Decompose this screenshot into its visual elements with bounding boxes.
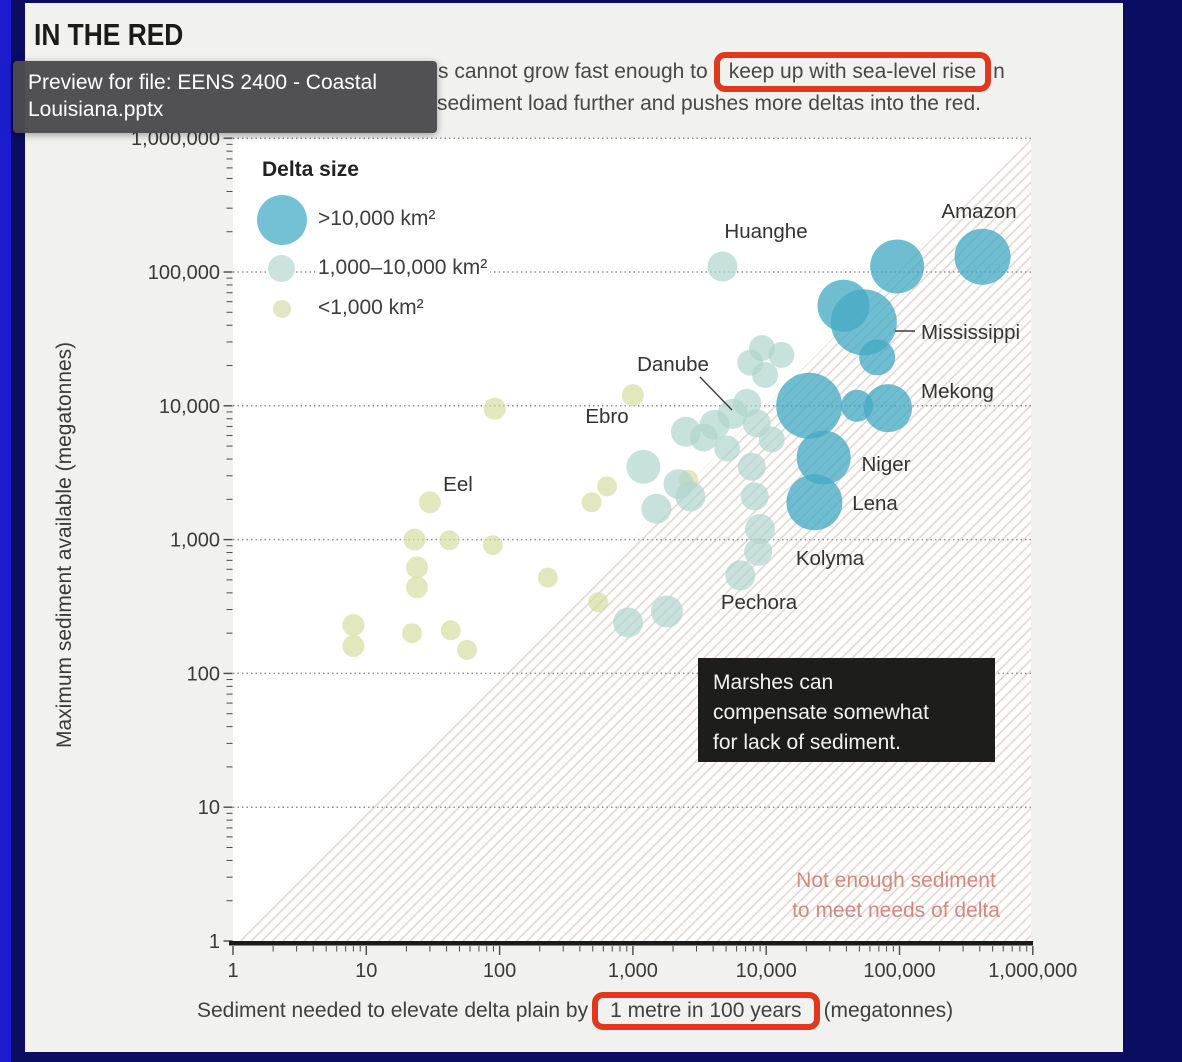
bubble-delta [758, 426, 785, 453]
y-tick-label-100: 100 [187, 663, 220, 685]
subtitle-highlight: keep up with sea-level rise [728, 60, 977, 83]
x-tick-label-1: 1 [227, 960, 238, 982]
y-tick-label-1,000: 1,000 [170, 530, 220, 552]
bubble-delta [817, 279, 870, 332]
bubble-delta [483, 397, 506, 420]
subtitle-line2: sediment load further and pushes more de… [437, 92, 981, 115]
x-tick-label-100: 100 [483, 960, 516, 982]
bubble-Mekong [864, 384, 913, 433]
bubble-Niger [796, 430, 851, 485]
bubble-delta [737, 452, 766, 481]
bubble-delta [405, 576, 428, 599]
delta-label-Eel: Eel [443, 473, 473, 496]
bubble-delta [768, 341, 795, 368]
bubble-delta [588, 592, 609, 613]
x-axis-title: Sediment needed to elevate delta plain b… [197, 988, 953, 1034]
x-axis-line [229, 941, 1033, 946]
bubble-Eel [418, 491, 441, 514]
delta-label-Ebro: Ebro [585, 405, 628, 428]
marsh-annotation-box: Marshes can compensate somewhat for lack… [698, 658, 995, 762]
bubble-delta [482, 535, 503, 556]
subtitle-line1-pre: s cannot grow fast enough to [438, 60, 708, 83]
bubble-delta [405, 556, 428, 579]
delta-label-Niger: Niger [862, 453, 911, 476]
legend-circle-small [273, 300, 291, 318]
bubble-delta [745, 514, 776, 545]
x-tick-label-10,000: 10,000 [736, 960, 797, 982]
bubble-Kolyma [744, 537, 773, 566]
bubble-delta [740, 482, 769, 511]
page-title: IN THE RED [34, 17, 184, 52]
x-tick-label-100,000: 100,000 [863, 960, 935, 982]
bubble-Pechora [650, 595, 683, 628]
bubble-Amazon [954, 228, 1011, 285]
legend-label-small: <1,000 km² [315, 296, 427, 320]
bubble-delta [342, 614, 365, 637]
bubble-delta [689, 423, 718, 452]
bubble-delta [641, 493, 672, 524]
delta-label-Lena: Lena [852, 492, 898, 515]
delta-label-Huanghe: Huanghe [724, 220, 807, 243]
delta-label-Mississippi: Mississippi [921, 321, 1020, 344]
legend-label-large: >10,000 km² [315, 207, 439, 231]
bubble-delta [403, 528, 426, 551]
legend-label-medium: 1,000–10,000 km² [315, 256, 491, 280]
bubble-delta [439, 530, 460, 551]
subtitle-line1-post: n [993, 60, 1005, 83]
y-tick-label-10: 10 [198, 797, 220, 819]
left-blue-border [0, 0, 11, 1062]
bubble-delta [870, 239, 925, 294]
x-axis-title-post: (megatonnes) [823, 999, 954, 1022]
annotation-box-1-metre: 1 metre in 100 years [592, 992, 820, 1030]
bubble-delta [401, 623, 422, 644]
bubble-delta [675, 481, 706, 512]
bubble-delta [597, 476, 618, 497]
bubble-delta [859, 339, 896, 376]
bubble-delta [621, 384, 644, 407]
delta-label-Danube: Danube [637, 353, 709, 376]
y-tick-label-100,000: 100,000 [148, 262, 220, 284]
annotation-box-sea-level-rise: keep up with sea-level rise [713, 52, 992, 92]
bubble-delta [752, 361, 779, 388]
x-axis-title-highlight: 1 metre in 100 years [610, 999, 802, 1022]
bubble-delta [776, 372, 843, 439]
legend-circle-medium [268, 255, 295, 282]
delta-label-Kolyma: Kolyma [796, 547, 865, 570]
legend-title: Delta size [262, 158, 359, 181]
not-enough-sediment-note: Not enough sediment to meet needs of del… [792, 869, 1000, 922]
x-tick-label-1,000,000: 1,000,000 [988, 960, 1077, 982]
bubble-delta [457, 639, 478, 660]
subtitle-line1: s cannot grow fast enough to keep up wit… [438, 50, 1005, 94]
y-tick-label-1,000,000: 1,000,000 [131, 128, 220, 150]
bubble-delta [342, 635, 365, 658]
bubble-delta [581, 492, 602, 513]
label-leader-line [699, 376, 733, 411]
bubble-Ebro [626, 449, 661, 484]
bubble-delta [537, 567, 558, 588]
y-tick-label-1: 1 [209, 931, 220, 953]
bubble-Huanghe [707, 251, 738, 282]
y-axis-title: Maximum sediment available (megatonnes) [53, 341, 76, 749]
legend: Delta size >10,000 km² 1,000–10,000 km² … [250, 155, 540, 335]
y-tick-label-10,000: 10,000 [159, 396, 220, 418]
marsh-annotation-text: Marshes can compensate somewhat for lack… [713, 671, 929, 754]
bubble-delta [613, 607, 644, 638]
bubble-Lena [786, 474, 843, 531]
delta-label-Mekong: Mekong [921, 380, 994, 403]
delta-label-Pechora: Pechora [721, 591, 798, 614]
bubble-delta [440, 620, 461, 641]
x-axis-title-pre: Sediment needed to elevate delta plain b… [197, 999, 589, 1022]
x-tick-label-1,000: 1,000 [608, 960, 658, 982]
legend-circle-large [257, 195, 307, 245]
file-preview-tooltip: Preview for file: EENS 2400 - Coastal Lo… [13, 61, 437, 133]
bubble-delta [714, 435, 741, 462]
delta-label-Amazon: Amazon [941, 200, 1016, 223]
bubble-delta [725, 560, 756, 591]
x-tick-label-10: 10 [355, 960, 377, 982]
